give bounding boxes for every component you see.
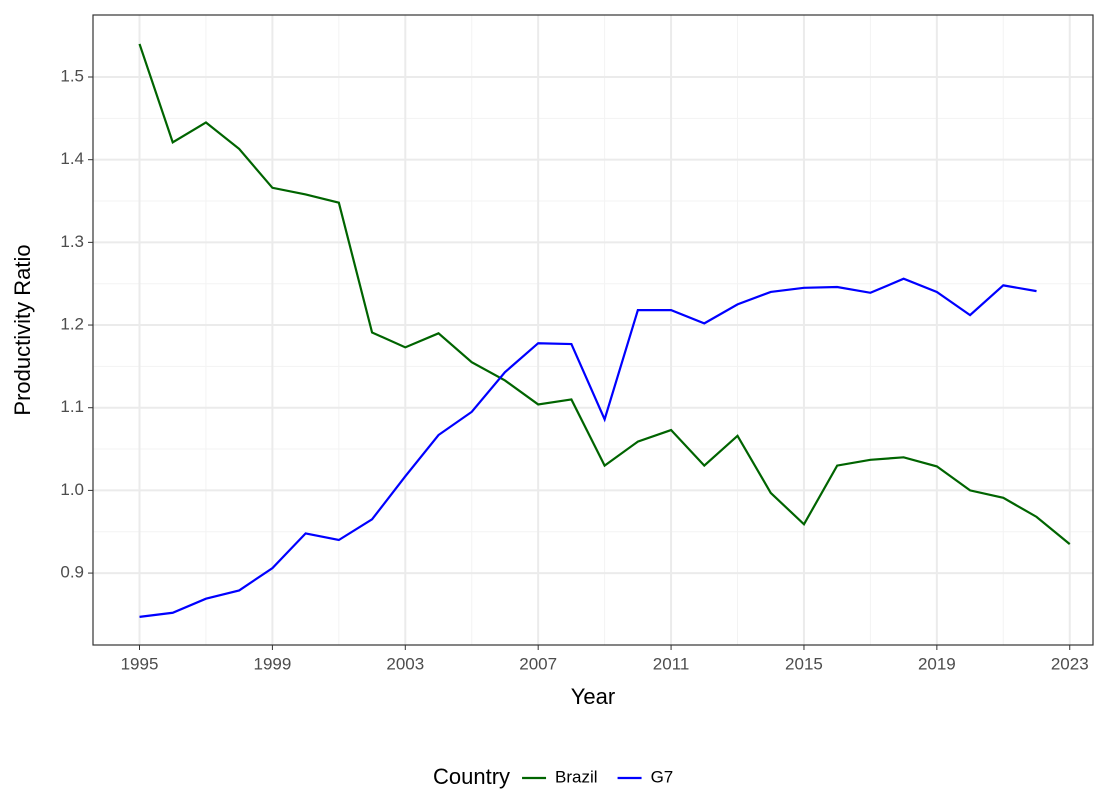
- plot-background: [93, 15, 1093, 645]
- y-tick-label: 1.4: [60, 149, 84, 168]
- line-series: [138, 43, 1071, 545]
- x-axis-title: Year: [571, 684, 615, 709]
- legend-label: G7: [651, 767, 674, 786]
- line-series: [139, 277, 1037, 618]
- x-tick-label: 2015: [785, 654, 823, 673]
- legend-title: Country: [433, 764, 510, 789]
- y-tick-label: 0.9: [60, 563, 84, 582]
- legend-label: Brazil: [555, 767, 598, 786]
- x-tick-label: 2003: [386, 654, 424, 673]
- plot-border: [92, 14, 1094, 646]
- y-tick-label: 1.3: [60, 232, 84, 251]
- x-tick-label: 2019: [918, 654, 956, 673]
- y-tick-label: 1.2: [60, 315, 84, 334]
- y-axis-title: Productivity Ratio: [10, 244, 35, 415]
- y-tick-label: 1.5: [60, 66, 84, 85]
- x-tick-label: 2007: [519, 654, 557, 673]
- x-tick-label: 1999: [253, 654, 291, 673]
- x-tick-label: 2023: [1051, 654, 1089, 673]
- x-tick-label: 2011: [653, 654, 690, 673]
- y-tick-label: 1.1: [60, 397, 84, 416]
- x-tick-label: 1995: [121, 654, 159, 673]
- y-tick-label: 1.0: [60, 480, 84, 499]
